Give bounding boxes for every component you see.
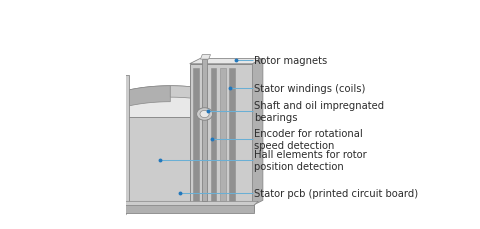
Polygon shape <box>190 59 263 64</box>
Ellipse shape <box>200 111 209 118</box>
Polygon shape <box>229 69 235 201</box>
Polygon shape <box>84 206 85 215</box>
Polygon shape <box>202 69 207 201</box>
Text: Hall elements for rotor
position detection: Hall elements for rotor position detecti… <box>254 150 367 172</box>
Text: Encoder for rotational
speed detection: Encoder for rotational speed detection <box>254 129 363 150</box>
Polygon shape <box>82 202 258 206</box>
Polygon shape <box>86 76 129 210</box>
Polygon shape <box>89 206 91 215</box>
Ellipse shape <box>197 108 213 121</box>
Polygon shape <box>87 86 170 134</box>
Text: Shaft and oil impregnated
bearings: Shaft and oil impregnated bearings <box>254 101 384 123</box>
Polygon shape <box>86 210 129 217</box>
Polygon shape <box>87 86 254 118</box>
Polygon shape <box>170 86 254 129</box>
Polygon shape <box>92 206 94 215</box>
Text: Rotor magnets: Rotor magnets <box>254 56 327 66</box>
Polygon shape <box>201 55 211 60</box>
Polygon shape <box>193 69 199 201</box>
Polygon shape <box>190 64 252 206</box>
Text: Stator pcb (printed circuit board): Stator pcb (printed circuit board) <box>254 188 418 198</box>
Polygon shape <box>82 206 254 213</box>
Polygon shape <box>96 206 97 215</box>
Polygon shape <box>202 60 207 201</box>
Polygon shape <box>87 118 254 211</box>
Polygon shape <box>81 178 105 206</box>
Polygon shape <box>252 59 263 206</box>
Polygon shape <box>211 69 216 201</box>
Polygon shape <box>220 69 226 201</box>
Text: Stator windings (coils): Stator windings (coils) <box>254 83 366 93</box>
Polygon shape <box>86 206 88 215</box>
